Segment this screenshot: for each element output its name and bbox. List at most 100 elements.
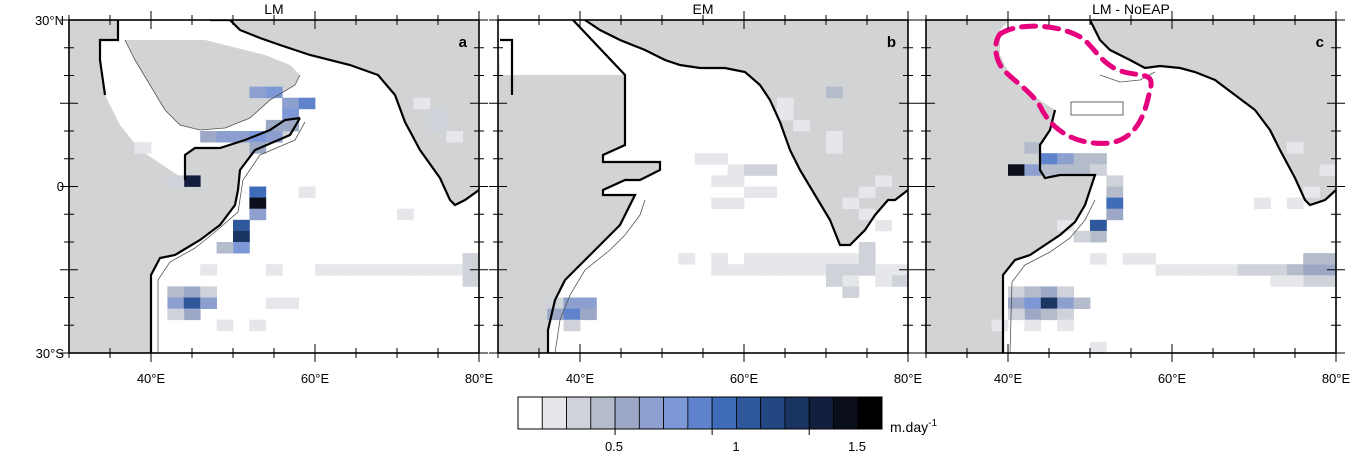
value-cell: [563, 297, 581, 309]
colorbar-units: m.day-1: [890, 418, 937, 435]
value-cell: [1040, 297, 1058, 309]
value-cell: [249, 197, 267, 210]
axis-ticks: [60, 11, 1345, 362]
panel-title-b: EM: [693, 1, 714, 17]
value-cell: [727, 175, 745, 187]
colorbar-swatch: [760, 396, 786, 430]
value-cell: [580, 308, 597, 321]
value-cell: [233, 219, 250, 232]
colorbar-swatch: [711, 396, 737, 430]
value-cell: [331, 264, 349, 276]
value-cell: [727, 164, 745, 176]
value-cell: [563, 308, 581, 321]
coastline-thin: [124, 39, 306, 353]
highlighted-region: [993, 23, 1154, 146]
value-cell: [446, 264, 463, 276]
value-cells: [547, 86, 908, 332]
coastline-thin: [554, 199, 646, 353]
value-cell: [1057, 297, 1074, 309]
value-cell: [200, 264, 217, 276]
value-cell: [265, 131, 283, 143]
value-cell: [1270, 275, 1288, 287]
value-cell: [1008, 286, 1025, 298]
x-tick-label-c-80: 80°E: [1322, 371, 1351, 386]
value-cell: [265, 86, 283, 99]
x-tick-label-a-40: 40°E: [137, 371, 166, 386]
value-cell: [891, 275, 908, 287]
value-cell: [547, 308, 564, 321]
value-cell: [1057, 286, 1074, 298]
value-cell: [809, 253, 827, 265]
value-cell: [265, 297, 283, 309]
value-cell: [446, 131, 463, 143]
value-cell: [875, 264, 892, 276]
value-cell: [1090, 164, 1107, 176]
value-cell: [744, 253, 761, 265]
box-outline: [1070, 101, 1124, 116]
value-cell: [991, 319, 1009, 332]
value-cell: [1073, 164, 1091, 176]
value-cell: [298, 186, 316, 198]
panel-title-c: LM - NoEAP: [1092, 1, 1170, 17]
value-cell: [842, 197, 860, 210]
value-cell: [249, 131, 267, 143]
value-cell: [200, 297, 217, 309]
value-cell: [760, 264, 778, 276]
africa-landmass: [498, 20, 660, 353]
value-cell: [826, 131, 843, 143]
value-cell: [1122, 253, 1140, 265]
value-cell: [282, 119, 299, 132]
value-cell: [1057, 153, 1074, 165]
value-cell: [809, 264, 827, 276]
value-cell: [216, 131, 234, 143]
value-cell: [1139, 253, 1156, 265]
x-tick-label-b-80: 80°E: [894, 371, 923, 386]
x-tick-label-c-60: 60°E: [1158, 371, 1187, 386]
colorbar-swatch: [833, 396, 859, 430]
value-cell: [315, 264, 332, 276]
value-cell: [249, 208, 267, 221]
value-cell: [1106, 175, 1124, 187]
value-cell: [397, 208, 414, 221]
value-cell: [1024, 297, 1042, 309]
colorbar: 0.5 1 1.5 m.day-1: [517, 396, 937, 454]
value-cell: [858, 264, 876, 276]
value-cell: [1172, 264, 1189, 276]
value-cell: [842, 264, 860, 276]
value-cells: [991, 142, 1336, 353]
value-cell: [1106, 197, 1124, 210]
colorbar-swatch: [857, 396, 883, 430]
x-tick-label-b-60: 60°E: [730, 371, 759, 386]
value-cell: [776, 253, 794, 265]
value-cell: [462, 253, 479, 265]
x-tick-label-a-60: 60°E: [301, 371, 330, 386]
value-cell: [727, 197, 745, 210]
value-cell: [858, 253, 876, 265]
colorbar-swatch: [808, 396, 834, 430]
value-cell: [826, 253, 843, 265]
value-cells: [134, 86, 479, 332]
value-cell: [233, 242, 250, 254]
panel-lm: LM a 30°N 0 30°S 40°E 60°E 80°E: [35, 1, 494, 386]
value-cell: [875, 219, 892, 232]
x-tick-label-b-40: 40°E: [566, 371, 595, 386]
value-cell: [842, 275, 860, 287]
coastline-thick: [1001, 20, 1336, 353]
y-tick-label-30n: 30°N: [35, 13, 64, 28]
value-cell: [1040, 286, 1058, 298]
value-cell: [1090, 341, 1107, 353]
x-tick-label-a-80: 80°E: [465, 371, 494, 386]
value-cell: [826, 264, 843, 276]
coastline-thick: [98, 20, 479, 353]
value-cell: [842, 286, 860, 298]
value-cell: [397, 264, 414, 276]
value-cell: [249, 86, 267, 99]
value-cell: [1303, 253, 1320, 265]
value-cell: [265, 119, 283, 132]
value-cell: [1057, 319, 1074, 332]
value-cell: [563, 319, 581, 332]
value-cell: [1254, 264, 1271, 276]
value-cell: [875, 175, 892, 187]
value-cell: [1106, 208, 1124, 221]
value-cell: [1090, 230, 1107, 243]
